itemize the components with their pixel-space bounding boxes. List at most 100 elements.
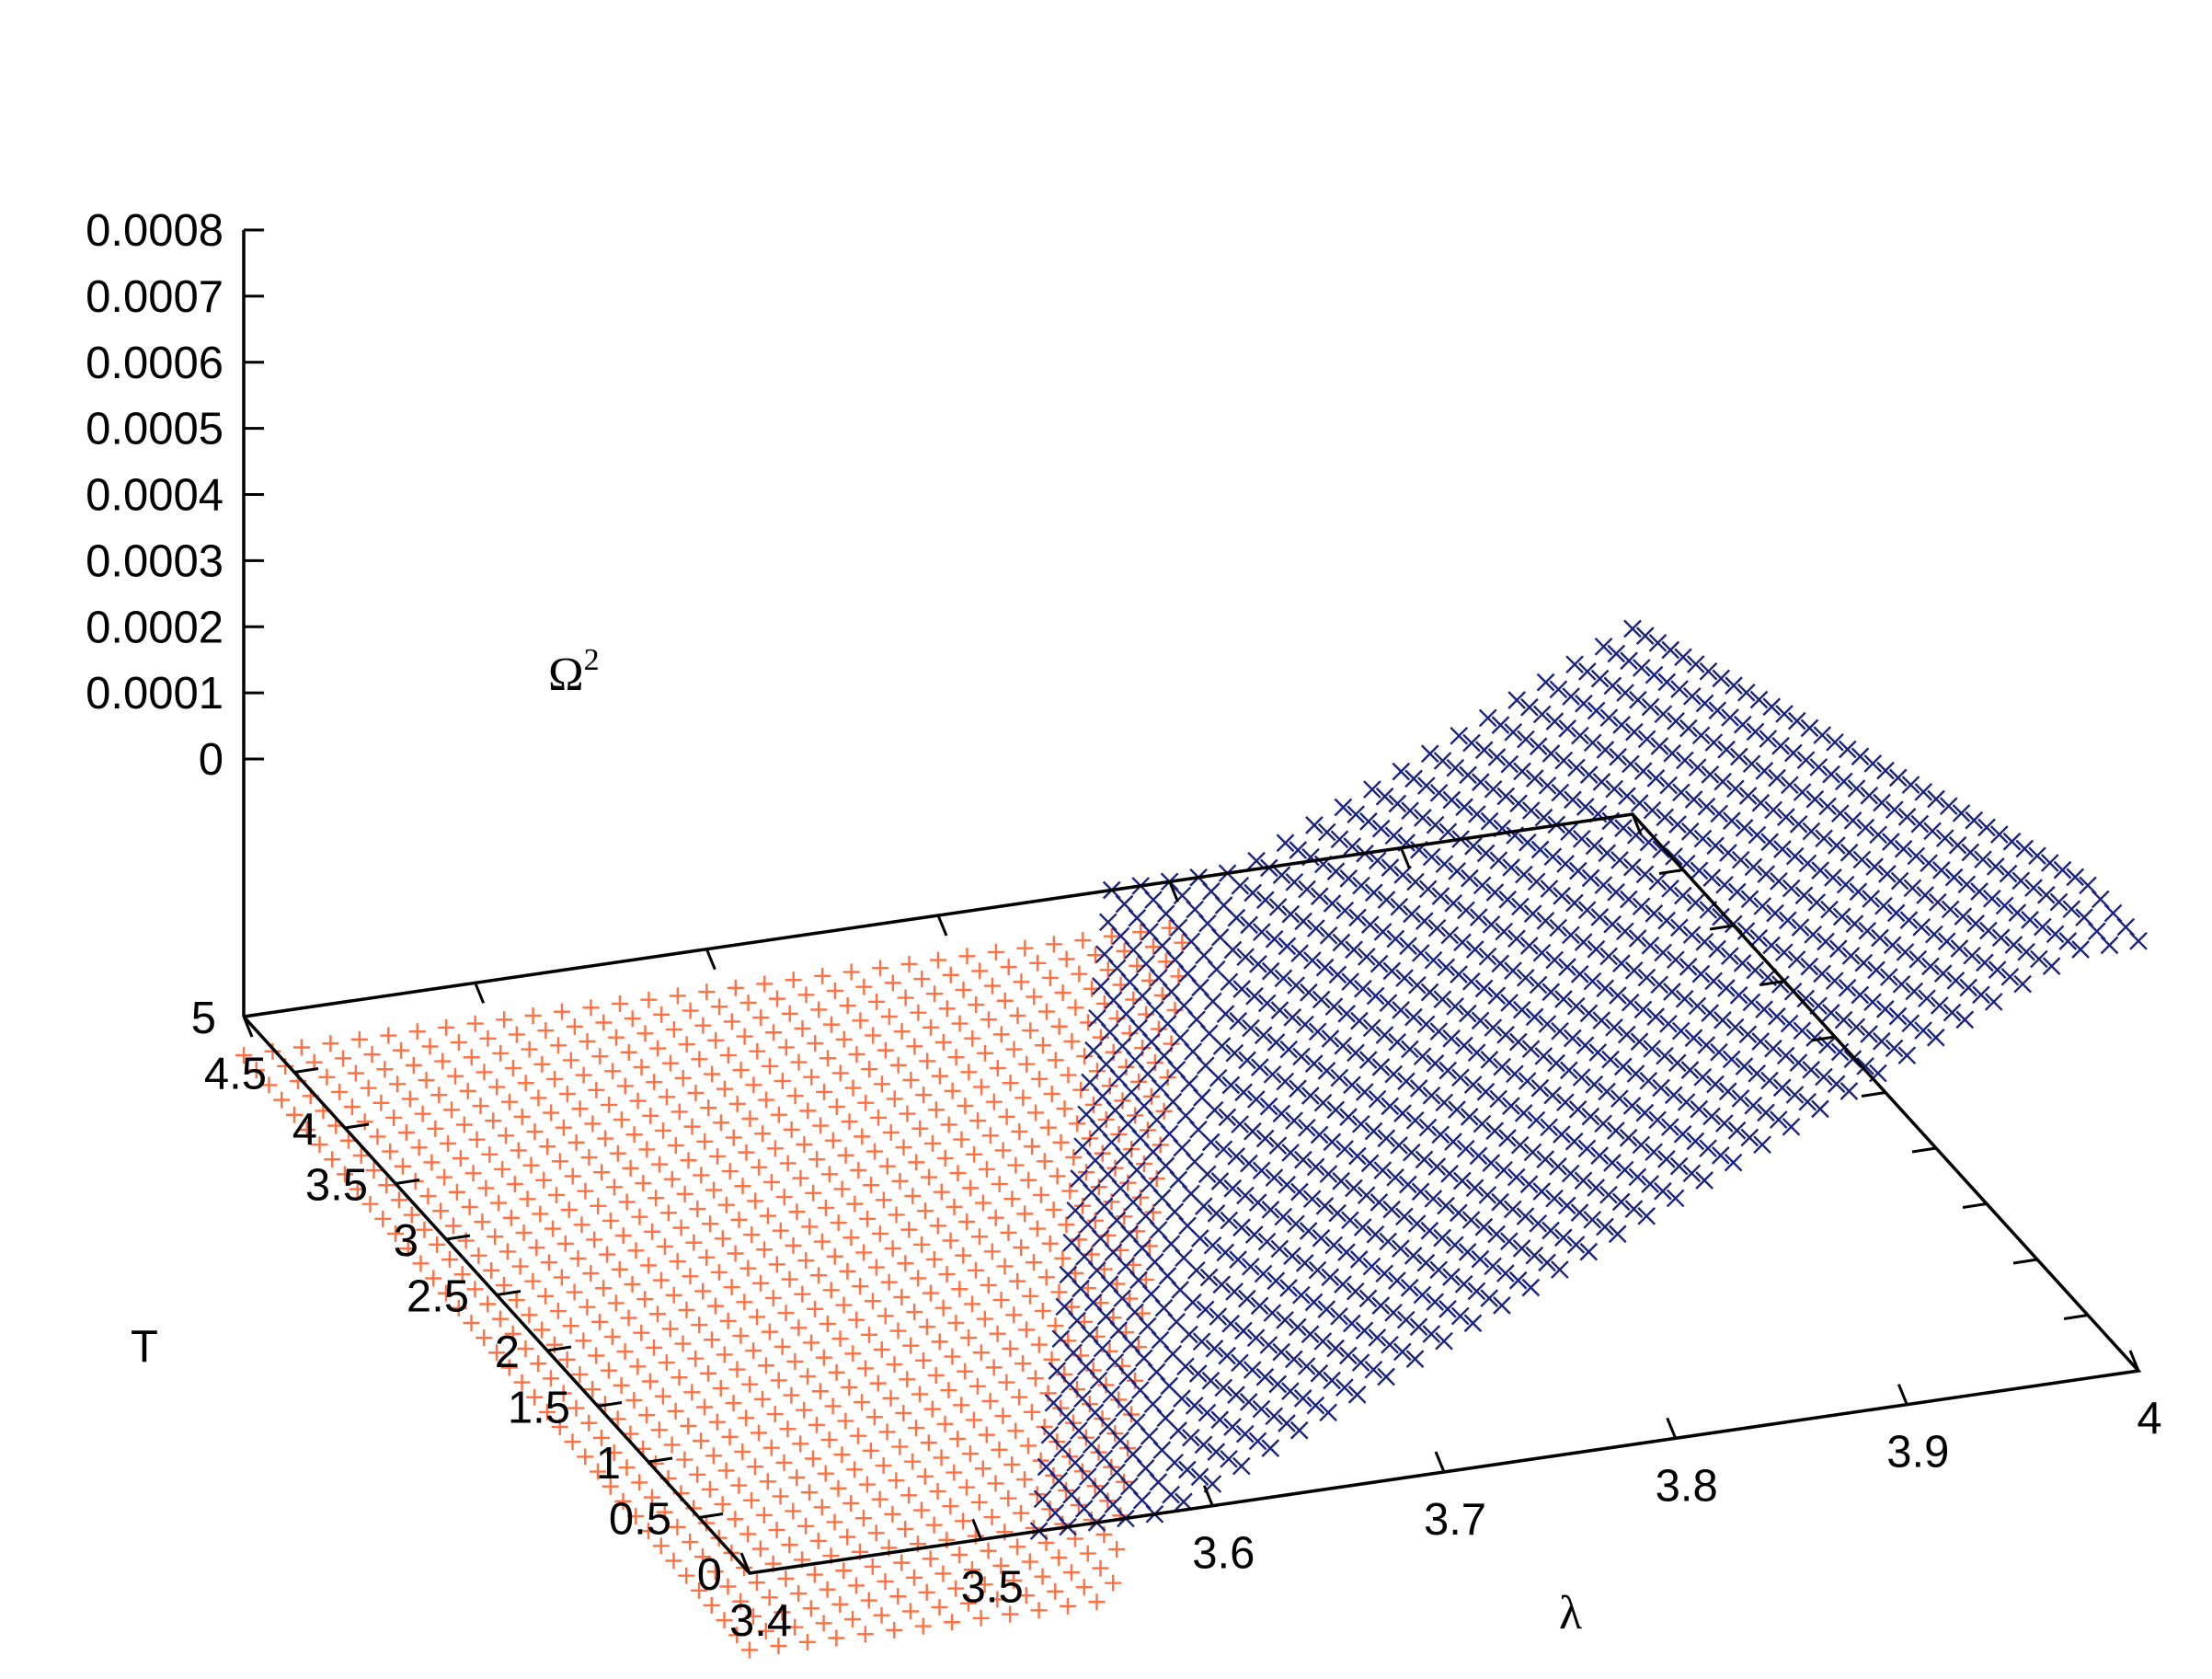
data-point bbox=[739, 1525, 757, 1543]
data-point bbox=[1714, 1114, 1734, 1133]
data-point bbox=[1368, 1089, 1387, 1109]
data-point bbox=[1733, 715, 1752, 734]
data-point bbox=[1637, 730, 1656, 749]
data-point bbox=[728, 1361, 746, 1378]
data-point bbox=[738, 1409, 755, 1427]
data-point bbox=[508, 1292, 525, 1309]
data-point bbox=[1566, 1236, 1586, 1254]
data-point bbox=[1236, 1186, 1255, 1205]
data-point bbox=[1142, 1087, 1160, 1105]
data-point bbox=[1610, 851, 1629, 869]
data-point bbox=[1690, 861, 1709, 880]
data-point bbox=[235, 1047, 252, 1064]
data-point bbox=[542, 1370, 559, 1387]
data-point bbox=[701, 1480, 718, 1498]
data-point bbox=[1084, 1096, 1102, 1113]
data-point bbox=[1003, 1455, 1021, 1473]
data-point bbox=[1375, 1264, 1394, 1283]
data-point bbox=[1905, 982, 1924, 1001]
data-point bbox=[273, 1091, 291, 1109]
data-point bbox=[1039, 1119, 1057, 1136]
data-point bbox=[873, 1606, 890, 1624]
data-point bbox=[781, 1271, 798, 1288]
data-point bbox=[822, 1016, 840, 1033]
data-point bbox=[1440, 926, 1460, 945]
data-point bbox=[741, 1375, 759, 1393]
data-point bbox=[1324, 997, 1344, 1017]
data-point bbox=[1263, 1064, 1282, 1084]
data-point bbox=[1334, 1036, 1353, 1055]
data-point bbox=[899, 1371, 916, 1388]
data-point bbox=[855, 978, 873, 995]
data-point bbox=[1422, 1325, 1441, 1343]
data-point bbox=[689, 1466, 706, 1483]
data-point bbox=[694, 1017, 712, 1034]
data-point bbox=[774, 1338, 791, 1355]
data-point bbox=[1632, 1135, 1651, 1155]
data-point bbox=[703, 1596, 720, 1614]
data-point bbox=[844, 1611, 862, 1628]
data-point bbox=[1484, 1257, 1502, 1276]
data-point bbox=[1540, 880, 1559, 898]
data-point bbox=[1017, 1587, 1035, 1604]
data-point bbox=[1360, 1154, 1380, 1173]
data-point bbox=[817, 1199, 834, 1216]
data-point bbox=[1398, 1175, 1417, 1194]
data-point bbox=[708, 1413, 726, 1431]
data-point bbox=[856, 1626, 874, 1643]
data-point bbox=[1657, 673, 1677, 692]
data-point bbox=[1257, 994, 1277, 1013]
data-point bbox=[891, 1172, 909, 1190]
data-point bbox=[1773, 840, 1792, 858]
data-point bbox=[682, 1534, 699, 1551]
data-point bbox=[1809, 758, 1828, 776]
data-point bbox=[1607, 1121, 1625, 1140]
data-point bbox=[1892, 974, 1911, 994]
data-point bbox=[888, 1472, 905, 1489]
data-point bbox=[1760, 833, 1780, 852]
data-point bbox=[1849, 882, 1868, 902]
data-point bbox=[1317, 822, 1336, 842]
data-point bbox=[1840, 843, 1859, 862]
data-point bbox=[886, 1090, 903, 1108]
data-point bbox=[661, 1054, 679, 1072]
data-point bbox=[1225, 1043, 1244, 1063]
data-point bbox=[468, 1131, 486, 1148]
y-tick bbox=[648, 1456, 673, 1464]
data-point bbox=[1254, 1264, 1273, 1283]
data-point bbox=[461, 1198, 478, 1215]
data-point bbox=[1315, 1197, 1335, 1215]
data-point bbox=[691, 1581, 707, 1599]
data-point bbox=[356, 1113, 373, 1131]
data-point bbox=[1021, 1553, 1038, 1570]
data-point bbox=[1628, 929, 1647, 948]
data-point bbox=[1090, 1179, 1107, 1196]
data-point bbox=[2000, 967, 2020, 986]
data-point bbox=[491, 1310, 509, 1328]
data-point bbox=[983, 977, 1001, 995]
data-point bbox=[1353, 1218, 1372, 1236]
data-point bbox=[964, 1029, 981, 1047]
data-point bbox=[1585, 836, 1604, 856]
data-point bbox=[510, 1142, 527, 1159]
data-point bbox=[987, 1209, 1004, 1226]
data-point bbox=[665, 1286, 682, 1304]
data-point bbox=[1431, 1125, 1450, 1144]
data-point bbox=[744, 1607, 762, 1625]
data-point bbox=[1002, 1605, 1019, 1623]
data-point bbox=[1775, 705, 1794, 723]
data-point bbox=[863, 1177, 880, 1194]
data-point bbox=[1324, 1236, 1344, 1255]
data-point bbox=[1493, 1057, 1511, 1076]
data-point bbox=[595, 1280, 613, 1297]
data-point bbox=[546, 1070, 564, 1087]
data-point bbox=[410, 1139, 428, 1156]
data-point bbox=[1931, 861, 1951, 880]
data-point bbox=[672, 1219, 690, 1236]
data-point bbox=[1067, 999, 1084, 1017]
data-point bbox=[1702, 1107, 1721, 1126]
data-point bbox=[1554, 990, 1573, 1008]
data-point bbox=[1232, 1218, 1251, 1237]
data-point bbox=[1482, 1154, 1501, 1172]
data-point bbox=[1787, 950, 1806, 969]
